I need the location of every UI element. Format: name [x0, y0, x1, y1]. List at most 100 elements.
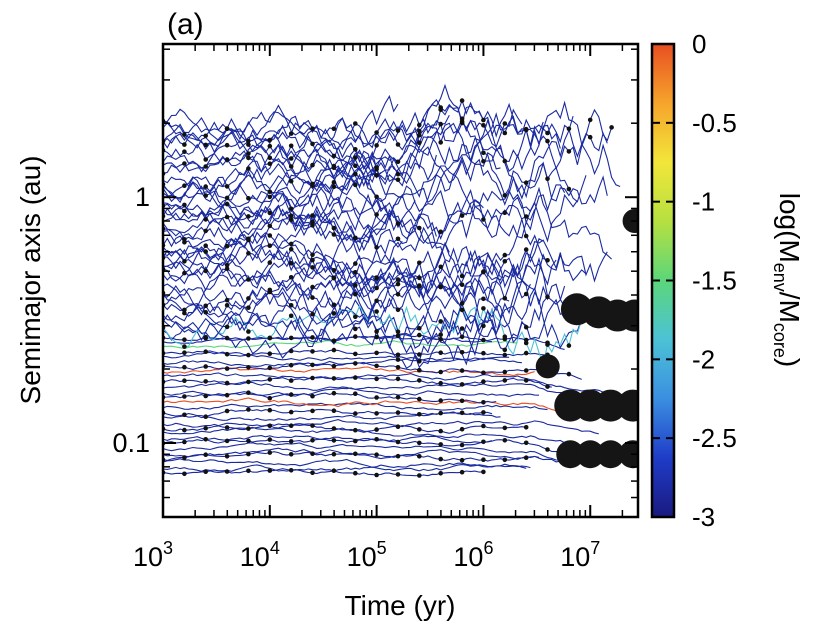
- trajectory-point: [310, 375, 315, 381]
- trajectory-point: [438, 121, 444, 127]
- trajectory-point: [459, 307, 465, 313]
- trajectory-point: [288, 313, 294, 319]
- trajectory-point: [502, 210, 508, 216]
- trajectory-point: [459, 442, 465, 448]
- trajectory-point: [502, 193, 508, 198]
- planet-marker: [618, 299, 638, 332]
- trajectory-point: [438, 264, 444, 270]
- trajectory-point: [182, 364, 187, 370]
- trajectory-point: [353, 155, 358, 160]
- trajectory-point: [374, 329, 379, 334]
- trajectory-line: [163, 232, 403, 276]
- trajectory-point: [481, 323, 486, 329]
- trajectory-point: [459, 326, 465, 331]
- trajectory-point: [481, 370, 486, 376]
- trajectory-point: [203, 437, 208, 442]
- trajectory-line: [163, 340, 518, 350]
- trajectory-point: [395, 171, 401, 177]
- trajectory-point: [374, 212, 379, 217]
- trajectory-point: [438, 332, 444, 338]
- trajectory-point: [288, 392, 294, 397]
- trajectory-point: [438, 140, 444, 145]
- trajectory-point: [353, 411, 358, 416]
- trajectory-point: [395, 333, 401, 339]
- trajectory-point: [374, 173, 379, 178]
- trajectory-point: [182, 237, 187, 242]
- trajectory-line: [163, 279, 583, 369]
- trajectory-point: [374, 245, 379, 250]
- trajectory-point: [523, 378, 529, 383]
- colorbar-tick-label: -2.5: [692, 423, 737, 453]
- trajectory-point: [288, 156, 294, 161]
- trajectory-point: [395, 453, 401, 459]
- trajectory-point: [481, 423, 486, 429]
- trajectory-point: [331, 426, 337, 431]
- trajectory-point: [288, 378, 294, 383]
- trajectory-point: [182, 394, 187, 399]
- trajectory-point: [224, 351, 230, 357]
- trajectory-point: [502, 296, 508, 301]
- trajectory-point: [374, 143, 379, 148]
- planet-marker: [616, 389, 638, 422]
- trajectory-point: [417, 260, 422, 266]
- trajectory-line: [163, 199, 484, 265]
- trajectory-point: [438, 380, 444, 386]
- trajectory-line: [163, 209, 536, 300]
- trajectory-line: [163, 372, 616, 393]
- x-tick-label: 106: [453, 538, 493, 572]
- trajectory-point: [502, 130, 508, 136]
- trajectory-point: [267, 468, 273, 473]
- trajectory-point: [459, 282, 465, 288]
- trajectory-point: [481, 469, 486, 475]
- trajectory-point: [438, 456, 444, 462]
- trajectory-line: [163, 114, 450, 157]
- trajectory-point: [310, 451, 315, 457]
- trajectory-line: [163, 426, 578, 448]
- planet-marker: [535, 354, 560, 379]
- trajectory-line: [163, 447, 565, 464]
- trajectory-point: [395, 357, 401, 362]
- trajectory-point: [438, 107, 444, 112]
- trajectory-point: [353, 391, 358, 397]
- trajectory-point: [481, 306, 486, 311]
- trajectory-point: [523, 214, 529, 219]
- trajectory-point: [395, 277, 401, 282]
- trajectory-point: [224, 438, 230, 444]
- trajectory-point: [374, 411, 379, 416]
- planet-marker: [576, 440, 605, 469]
- trajectory-point: [203, 133, 208, 139]
- trajectory-point: [438, 442, 444, 447]
- final-planets: [535, 209, 638, 469]
- trajectory-point: [331, 311, 337, 316]
- trajectory-point: [310, 252, 315, 258]
- trajectory-point: [353, 283, 358, 288]
- trajectory-point: [224, 425, 230, 430]
- trajectory-point: [459, 457, 465, 463]
- trajectory-point: [395, 128, 401, 133]
- trajectory-point: [224, 262, 230, 268]
- colorbar-tick-label: -2: [692, 344, 715, 374]
- trajectory-point: [374, 276, 379, 281]
- trajectory-point: [459, 273, 465, 279]
- trajectory-point: [545, 384, 550, 389]
- trajectory-point: [374, 165, 379, 170]
- trajectory-point: [502, 121, 508, 126]
- planet-marker: [596, 440, 625, 469]
- trajectory-point: [395, 281, 401, 287]
- colorbar-tick-label: -3: [692, 502, 715, 532]
- trajectory-point: [417, 128, 422, 134]
- trajectory-line: [163, 277, 570, 350]
- trajectory-line: [163, 285, 566, 369]
- trajectory-line: [163, 108, 613, 176]
- trajectory-point: [288, 348, 294, 354]
- trajectory-point: [353, 351, 358, 357]
- trajectory-point: [481, 123, 486, 128]
- trajectory-point: [395, 395, 401, 400]
- trajectory-point: [310, 362, 315, 368]
- x-tick-label: 105: [347, 538, 387, 572]
- trajectory-point: [395, 329, 401, 335]
- trajectory-point: [182, 350, 187, 356]
- trajectory-point: [353, 334, 358, 339]
- trajectory-point: [267, 377, 273, 382]
